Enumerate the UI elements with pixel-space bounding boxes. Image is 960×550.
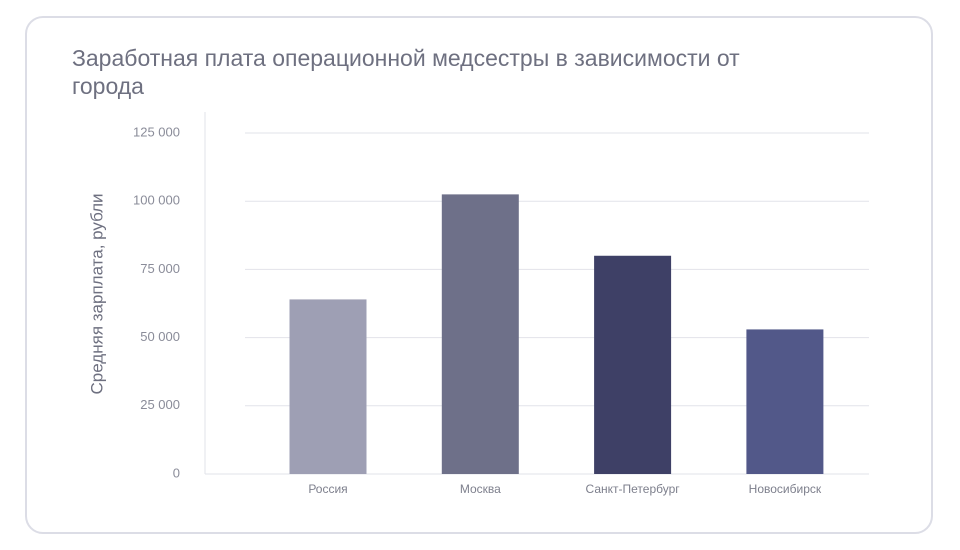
bar	[289, 299, 367, 474]
y-axis-label: Средняя зарплата, рубли	[87, 193, 106, 394]
chart-title: Заработная плата операционной медсестры …	[72, 45, 740, 99]
x-tick-label: Санкт-Петербург	[586, 482, 681, 496]
x-tick-labels: Россия Москва Санкт-Петербург Новосибирск	[308, 482, 822, 496]
y-tick-labels: 0 25 000 50 000 75 000 100 000 125 000	[133, 124, 180, 480]
x-tick-label: Москва	[460, 482, 501, 496]
y-tick-label: 50 000	[140, 329, 180, 344]
y-tick-label: 0	[173, 465, 180, 480]
bar	[746, 329, 824, 474]
y-tick-label: 75 000	[140, 261, 180, 276]
x-tick-label: Новосибирск	[749, 482, 822, 496]
y-tick-label: 100 000	[133, 193, 180, 208]
bar	[441, 194, 519, 474]
bar	[594, 255, 672, 474]
y-tick-label: 25 000	[140, 397, 180, 412]
x-tick-label: Россия	[308, 482, 347, 496]
y-tick-label: 125 000	[133, 124, 180, 139]
bars	[289, 194, 824, 474]
